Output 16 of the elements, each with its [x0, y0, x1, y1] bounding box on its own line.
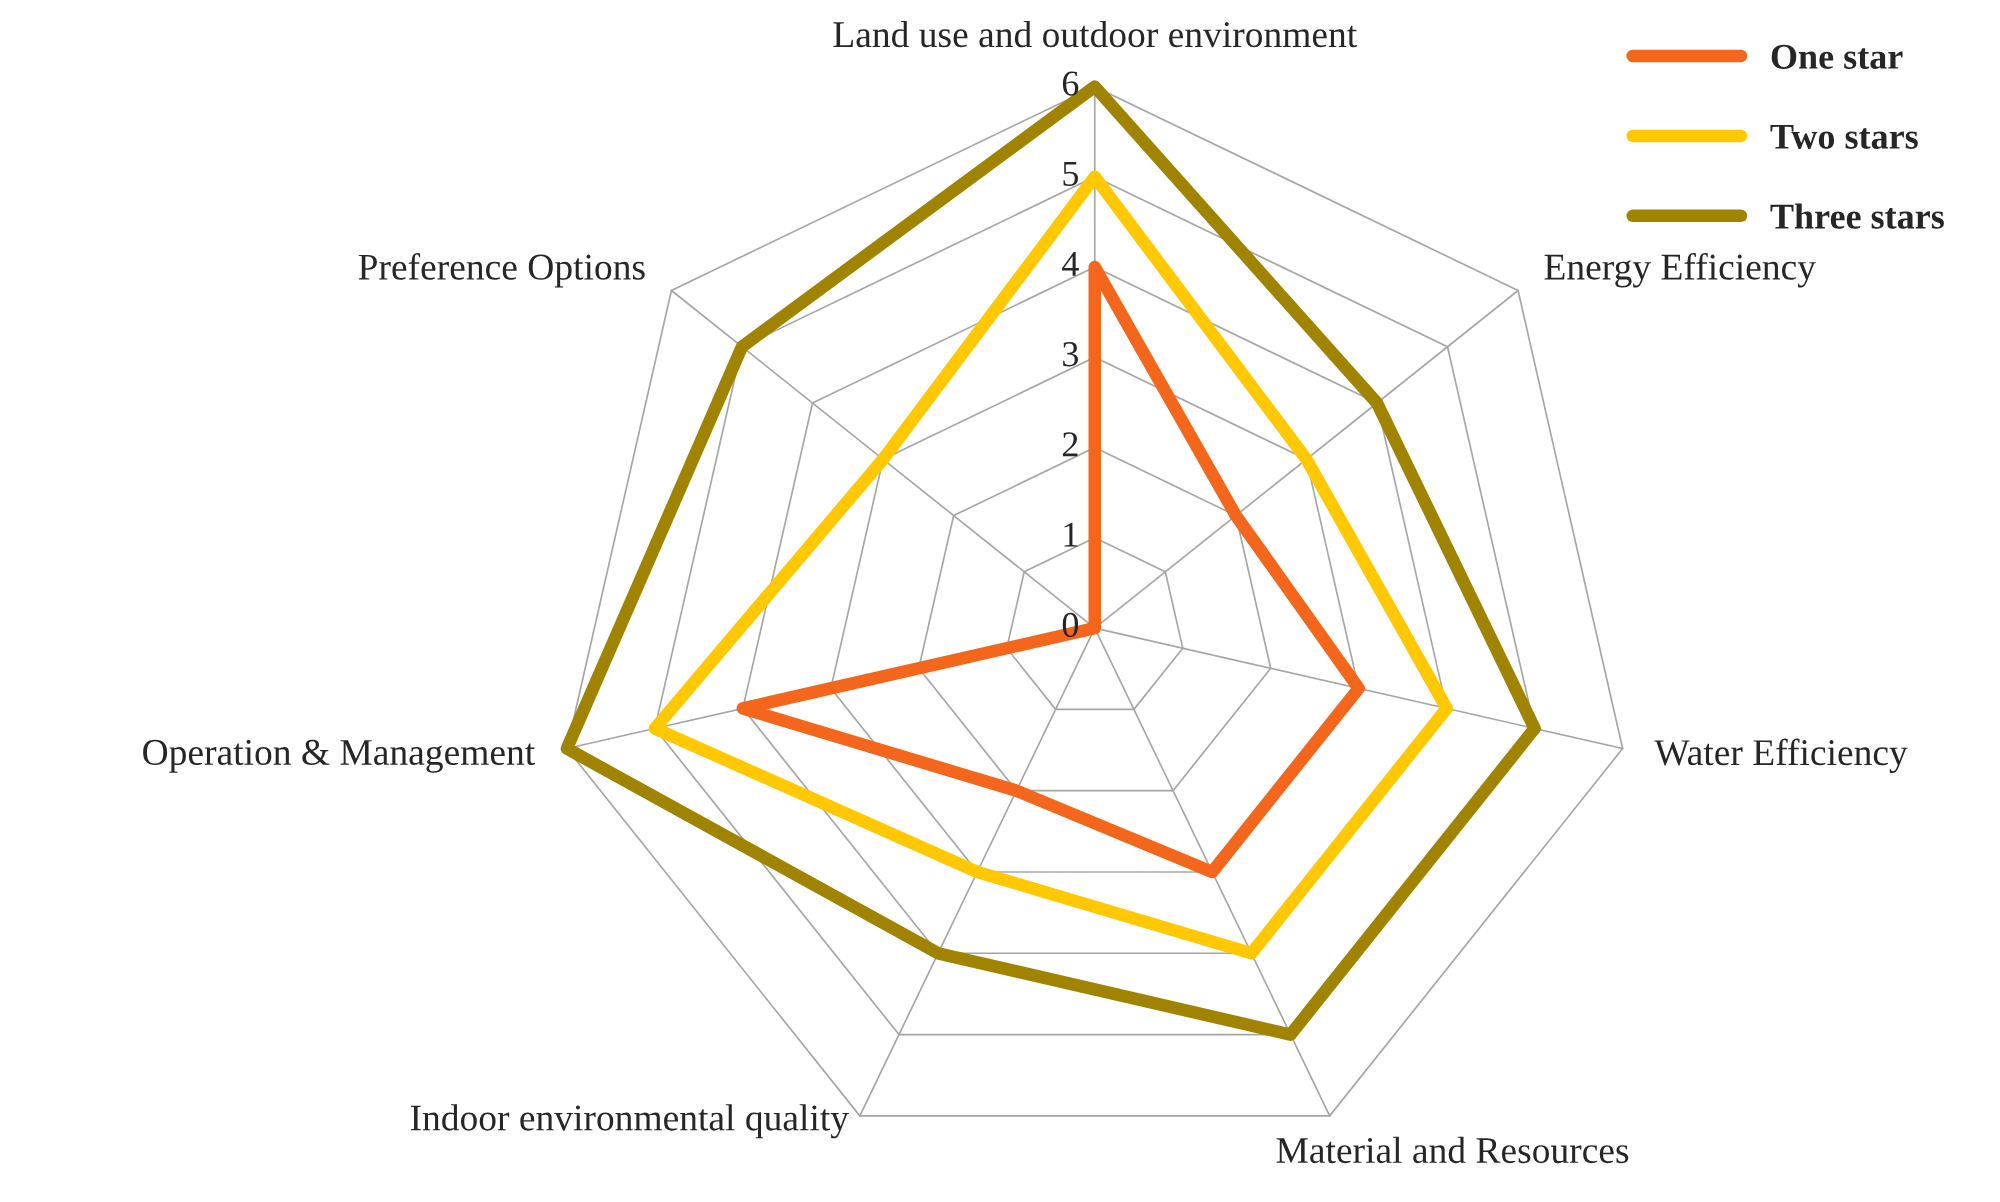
y-tick-label: 1 — [1064, 522, 1078, 547]
spoke-label: Energy Efficiency — [1544, 252, 1816, 288]
y-tick-label: 5 — [1063, 161, 1078, 186]
y-tick-label: 4 — [1062, 252, 1079, 276]
spoke-label: Operation & Management — [143, 739, 535, 773]
spoke-label: Indoor environmental quality — [410, 1104, 849, 1139]
legend-label: Three stars — [1770, 203, 1944, 229]
spoke-label: Preference Options — [358, 253, 645, 288]
spoke-label: Material and Resources — [1276, 1136, 1629, 1164]
spoke-label: Water Efficiency — [1654, 738, 1908, 774]
spoke-label: Land use and outdoor environment — [833, 20, 1357, 48]
y-tick-label: 3 — [1063, 342, 1078, 367]
legend-label: One star — [1771, 44, 1903, 69]
legend-label: Two stars — [1770, 124, 1918, 149]
y-tick-label: 6 — [1062, 71, 1079, 96]
y-tick-label: 2 — [1062, 432, 1078, 457]
